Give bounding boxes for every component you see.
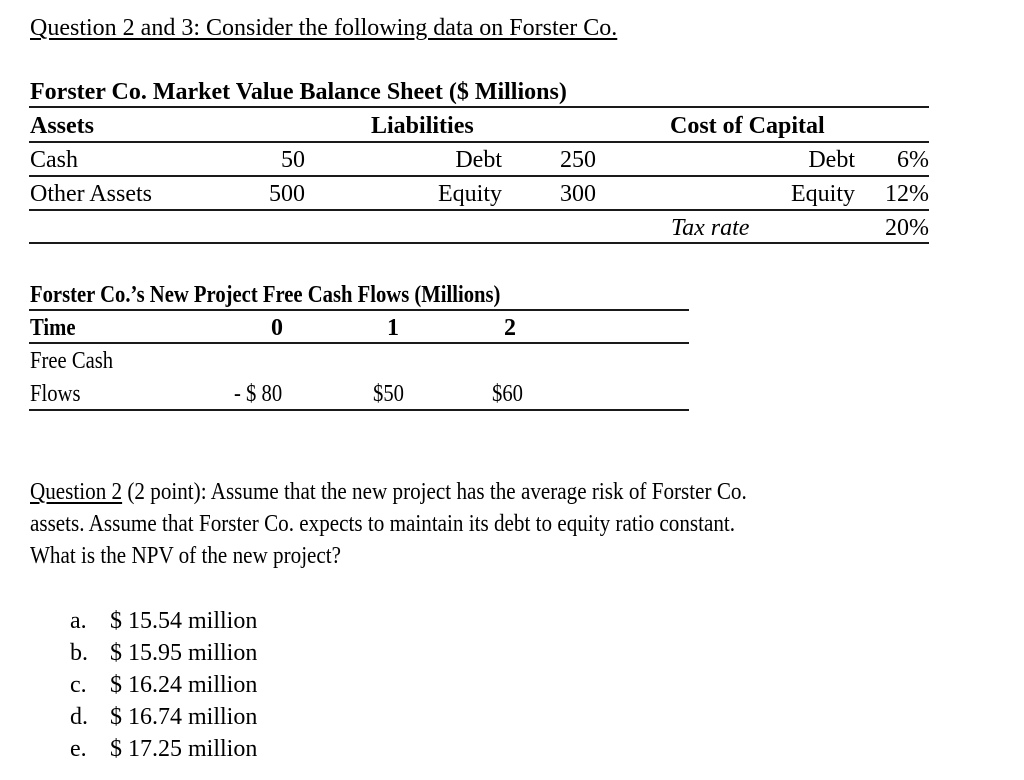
table-rule — [29, 342, 689, 344]
asset-label: Cash — [30, 147, 78, 173]
table-rule — [29, 175, 929, 177]
period-2: 2 — [504, 315, 516, 341]
liability-label: Debt — [455, 147, 502, 173]
cost-of-capital-label: Equity — [791, 181, 855, 207]
option-a[interactable]: a. $ 15.54 million — [70, 607, 257, 635]
liability-label: Equity — [438, 181, 502, 207]
question-line-2: assets. Assume that Forster Co. expects … — [30, 511, 736, 537]
cost-of-capital-value: 12% — [885, 181, 929, 207]
row-label-line2: Flows — [30, 381, 81, 407]
option-text: $ 15.54 million — [110, 608, 258, 634]
cost-of-capital-label: Debt — [808, 147, 855, 173]
cash-flow-title: Forster Co.’s New Project Free Cash Flow… — [30, 282, 501, 308]
question-line-1: Question 2 (2 point): Assume that the ne… — [30, 478, 747, 506]
table-rule — [29, 106, 929, 108]
option-e[interactable]: e. $ 17.25 million — [70, 735, 257, 763]
asset-value: 500 — [269, 181, 305, 207]
option-c[interactable]: c. $ 16.24 million — [70, 671, 257, 699]
liability-value: 250 — [560, 147, 596, 173]
option-text: $ 16.24 million — [110, 672, 258, 698]
option-text: $ 17.25 million — [110, 736, 258, 762]
header-liabilities: Liabilities — [371, 113, 474, 139]
option-letter: e. — [70, 736, 87, 762]
table-rule — [29, 141, 929, 143]
asset-label: Other Assets — [30, 181, 152, 207]
tax-rate-label: Tax rate — [671, 215, 750, 241]
cost-of-capital-value: 6% — [897, 147, 929, 173]
option-text: $ 15.95 million — [110, 640, 258, 666]
option-text: $ 16.74 million — [110, 704, 258, 730]
table-rule — [29, 242, 929, 244]
time-label: Time — [30, 315, 76, 341]
option-letter: d. — [70, 704, 88, 730]
option-letter: c. — [70, 672, 87, 698]
liability-value: 300 — [560, 181, 596, 207]
table-rule — [29, 209, 929, 211]
table-rule — [29, 309, 689, 311]
asset-value: 50 — [281, 147, 305, 173]
cash-flow-value-2: $60 — [492, 381, 523, 407]
table-rule — [29, 409, 689, 411]
question-text: (2 point): Assume that the new project h… — [122, 479, 747, 505]
header-assets: Assets — [30, 113, 94, 139]
balance-sheet-title: Forster Co. Market Value Balance Sheet (… — [30, 79, 567, 105]
question-label: Question 2 — [30, 479, 123, 505]
period-0: 0 — [271, 315, 283, 341]
option-d[interactable]: d. $ 16.74 million — [70, 703, 257, 731]
cash-flow-value-0: - $ 80 — [234, 381, 283, 407]
option-letter: a. — [70, 608, 87, 634]
question-line-3: What is the NPV of the new project? — [30, 543, 342, 569]
header-cost-of-capital: Cost of Capital — [670, 113, 825, 139]
period-1: 1 — [387, 315, 399, 341]
cash-flow-value-1: $50 — [373, 381, 404, 407]
tax-rate-value: 20% — [885, 215, 929, 241]
row-label-line1: Free Cash — [30, 348, 114, 374]
document-title: Question 2 and 3: Consider the following… — [30, 15, 618, 41]
option-letter: b. — [70, 640, 88, 666]
option-b[interactable]: b. $ 15.95 million — [70, 639, 257, 667]
